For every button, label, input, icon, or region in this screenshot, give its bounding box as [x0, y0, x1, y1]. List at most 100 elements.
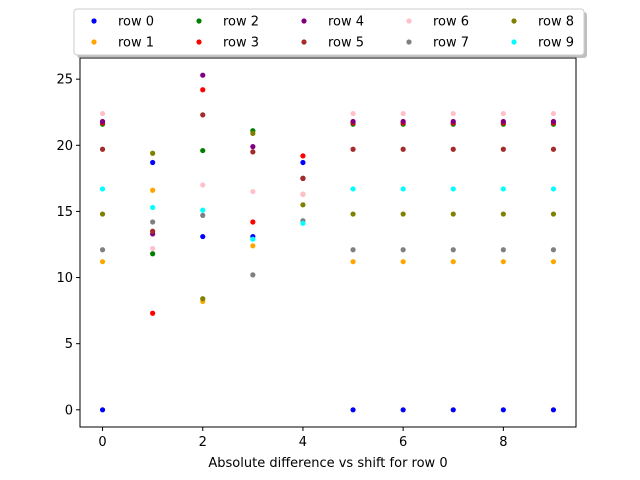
data-point-row-5 [400, 146, 406, 152]
data-point-row-9 [150, 204, 156, 211]
data-point-row-5 [150, 228, 156, 234]
data-point-row-7 [200, 212, 206, 218]
data-point-row-4 [250, 144, 256, 150]
data-point-row-5 [550, 146, 557, 152]
x-tick-label: 0 [98, 435, 106, 450]
legend: row 0 row 1 row 2 row 3 row 4 row 5 row 6 row 7… [73, 8, 587, 58]
data-point-row-8 [350, 211, 356, 217]
data-point-row-9 [350, 186, 356, 192]
data-point-row-7 [500, 247, 506, 253]
legend-label: row 5 [328, 36, 364, 51]
data-point-row-7 [99, 247, 106, 253]
data-point-row-0 [500, 407, 506, 413]
data-point-row-0 [550, 407, 557, 413]
legend-label: row 8 [538, 15, 574, 30]
data-point-row-7 [550, 247, 557, 253]
data-point-row-5 [250, 149, 256, 155]
data-point-row-0 [200, 233, 206, 240]
data-point-row-7 [250, 272, 256, 278]
data-point-row-7 [350, 247, 356, 253]
legend-marker [511, 39, 517, 45]
data-point-row-9 [300, 220, 306, 226]
data-point-row-0 [450, 407, 456, 413]
data-point-row-8 [150, 150, 156, 156]
data-point-row-1 [500, 259, 506, 265]
legend-label: row 6 [433, 15, 469, 30]
data-point-row-1 [400, 259, 406, 265]
data-point-row-4 [200, 72, 206, 78]
data-point-row-1 [350, 259, 356, 265]
y-tick-label: 20 [56, 139, 73, 154]
data-point-row-6 [200, 182, 206, 188]
data-point-row-3 [150, 310, 156, 316]
legend-marker [301, 18, 307, 24]
data-point-row-6 [150, 245, 156, 252]
data-point-row-7 [150, 219, 156, 225]
legend-marker [196, 39, 202, 45]
data-point-row-6 [250, 188, 256, 195]
data-point-row-8 [550, 211, 557, 217]
data-point-row-1 [150, 187, 156, 193]
legend-marker [91, 18, 97, 24]
data-point-row-9 [99, 186, 106, 192]
x-axis-title: Absolute difference vs shift for row 0 [208, 456, 447, 471]
legend-label: row 4 [328, 15, 364, 30]
data-point-row-6 [350, 110, 356, 117]
data-point-row-4 [350, 118, 356, 125]
data-point-row-9 [500, 186, 506, 192]
legend-marker [196, 18, 202, 24]
legend-marker [406, 39, 412, 45]
y-tick-label: 5 [65, 337, 73, 352]
y-axis-ticks: 0 5 10 15 20 25 [56, 73, 80, 418]
data-point-row-5 [200, 112, 206, 118]
data-point-row-5 [300, 175, 306, 181]
data-point-row-8 [400, 211, 406, 217]
data-point-row-0 [99, 407, 106, 413]
data-point-row-8 [300, 202, 306, 208]
data-point-row-4 [550, 118, 557, 125]
data-point-row-2 [150, 251, 156, 257]
data-point-row-9 [550, 186, 557, 192]
data-point-row-6 [500, 110, 506, 117]
legend-marker [301, 39, 307, 45]
data-point-row-7 [450, 247, 456, 253]
x-tick-label: 8 [499, 435, 507, 450]
data-point-row-9 [450, 186, 456, 192]
y-tick-label: 0 [65, 403, 73, 418]
legend-label: row 0 [118, 15, 154, 30]
data-point-row-8 [250, 130, 256, 136]
data-point-row-6 [550, 110, 557, 117]
legend-label: row 3 [223, 36, 259, 51]
data-point-row-8 [450, 211, 456, 217]
data-point-row-4 [500, 118, 506, 125]
y-tick-label: 10 [56, 271, 73, 286]
data-point-row-8 [99, 211, 106, 217]
x-axis-ticks: 0 2 4 6 8 [98, 427, 507, 450]
legend-label: row 7 [433, 36, 469, 51]
data-point-row-0 [400, 407, 406, 413]
legend-marker [406, 18, 412, 24]
data-point-row-9 [250, 236, 256, 242]
data-point-row-4 [450, 118, 456, 125]
data-point-row-5 [350, 146, 356, 152]
data-point-row-7 [400, 247, 406, 253]
data-point-row-8 [500, 211, 506, 217]
data-point-row-1 [450, 259, 456, 265]
x-tick-label: 6 [399, 435, 407, 450]
data-point-row-9 [400, 186, 406, 192]
data-point-row-6 [400, 110, 406, 117]
x-tick-label: 2 [199, 435, 207, 450]
y-tick-label: 15 [56, 205, 73, 220]
data-point-row-1 [250, 243, 256, 249]
data-point-row-8 [200, 296, 206, 302]
data-point-row-5 [450, 146, 456, 152]
legend-label: row 9 [538, 36, 574, 51]
legend-marker [91, 39, 97, 45]
data-points [99, 72, 557, 413]
data-point-row-2 [200, 147, 206, 154]
data-point-row-3 [200, 87, 206, 93]
data-point-row-4 [400, 118, 406, 125]
data-point-row-5 [500, 146, 506, 152]
data-point-row-3 [250, 219, 256, 225]
